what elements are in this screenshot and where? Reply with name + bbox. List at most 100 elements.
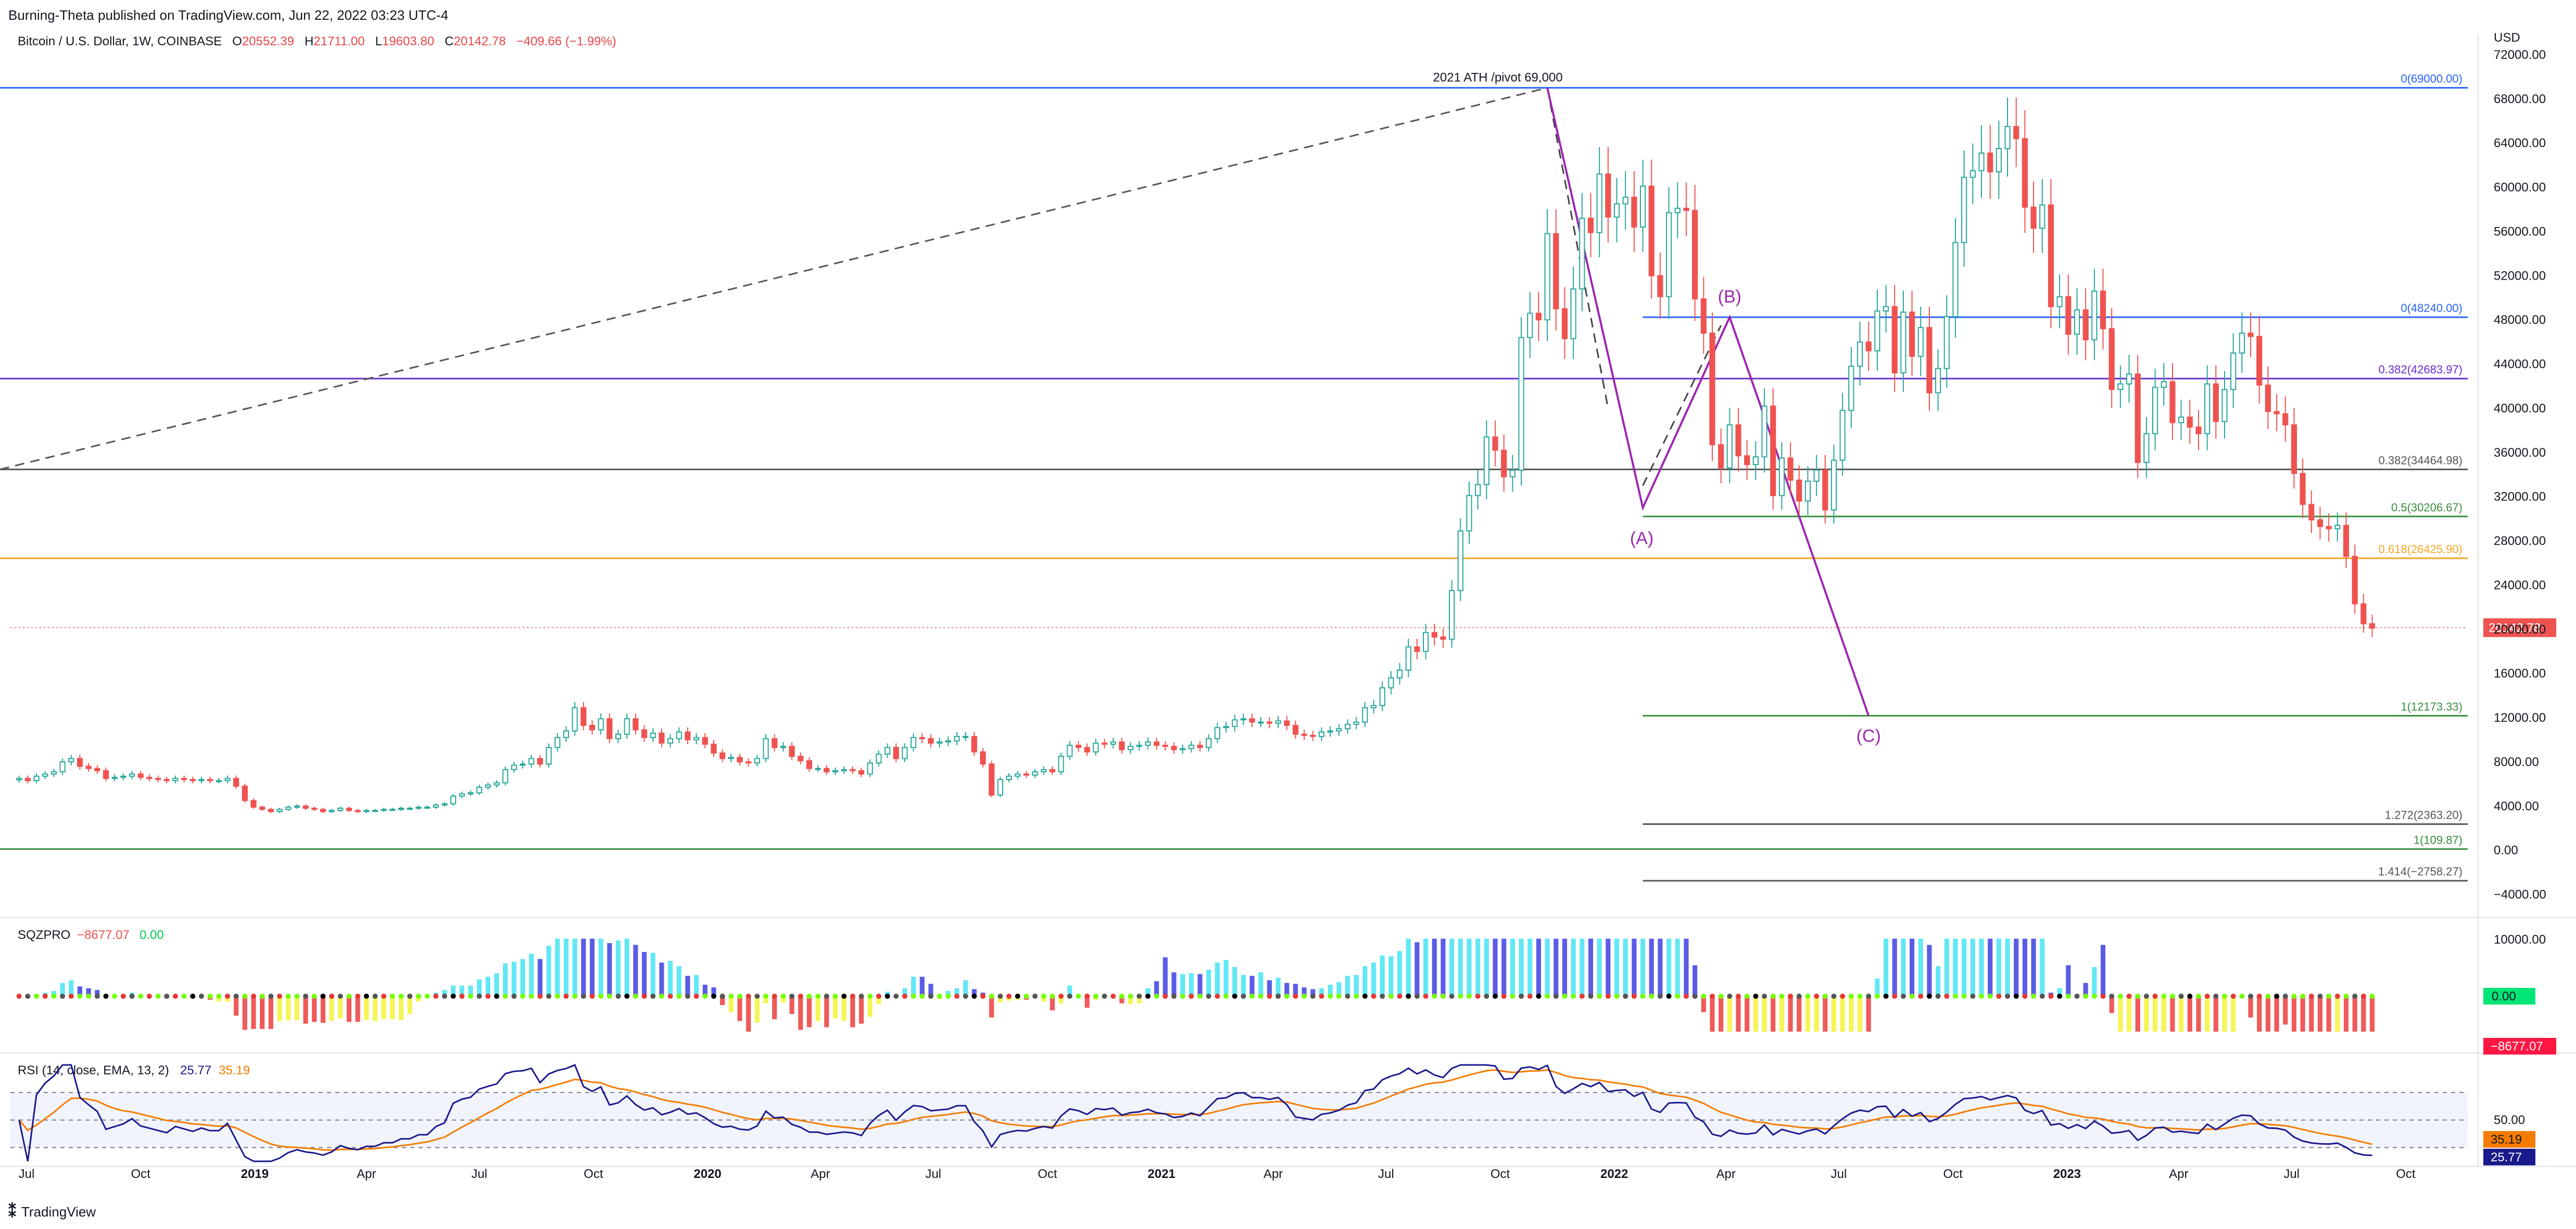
candle-body xyxy=(1162,745,1168,747)
candle-body xyxy=(1153,741,1160,746)
candle-body xyxy=(1796,479,1802,502)
sqz-dot xyxy=(1527,994,1533,999)
candle-body xyxy=(1692,210,1698,299)
sqz-bar xyxy=(1909,938,1915,996)
sqz-dot xyxy=(1614,994,1620,999)
candle-body xyxy=(997,779,1003,796)
sqz-bar xyxy=(1336,982,1342,996)
sqz-dot xyxy=(1076,994,1081,999)
sqz-dot xyxy=(1310,994,1316,999)
sqz-bar xyxy=(2066,965,2071,996)
fib-label: 0.382(42683.97) xyxy=(2379,363,2463,376)
candle-body xyxy=(233,777,239,787)
sqz-dot xyxy=(633,994,638,999)
sqz-dot xyxy=(120,994,126,999)
sqz-bar xyxy=(1623,938,1628,996)
sqz-dot xyxy=(1840,994,1846,999)
candle-body xyxy=(1223,726,1229,729)
pivot-dashed-line xyxy=(1546,87,1609,409)
time-axis[interactable]: Jul Oct 2019 Apr Jul Oct 2020 Apr Jul Oct 2021 Apr J… xyxy=(19,1167,2416,1181)
squeeze-histogram: SQZPRO −8677.07 0.00 10000.00 0.00 −8677.07 xyxy=(16,928,2556,1055)
candle-body xyxy=(1926,327,1933,394)
sqz-bar xyxy=(364,996,369,1020)
candle-body xyxy=(1180,748,1186,750)
sqz-bar xyxy=(312,996,317,1022)
sqz-dot xyxy=(2100,994,2106,999)
candle-body xyxy=(33,775,40,782)
sqz-bar xyxy=(1962,938,1967,996)
price-tick-label: 8000.00 xyxy=(2494,755,2539,769)
candle-body xyxy=(1483,436,1489,485)
sqz-bar xyxy=(1658,938,1663,996)
sqz-dot xyxy=(415,994,421,999)
sqz-dot xyxy=(1006,994,1012,999)
sqz-bar xyxy=(2022,938,2027,996)
sqz-dot xyxy=(68,994,74,999)
close-label: C xyxy=(445,34,454,48)
candle-body xyxy=(207,779,213,782)
candle-body xyxy=(2352,556,2358,605)
candle-body xyxy=(1509,469,1516,478)
candle-body xyxy=(1822,469,1828,511)
sqz-dot xyxy=(919,994,925,999)
sqz-bar xyxy=(911,976,916,996)
sqz-dot xyxy=(1015,994,1020,999)
candle-body xyxy=(1466,495,1472,532)
sqz-bar xyxy=(1649,938,1654,996)
sqz-zero-badge xyxy=(2483,988,2535,1005)
candle-body xyxy=(902,747,908,759)
sqz-dot xyxy=(1788,994,1794,999)
candle-body xyxy=(876,754,882,764)
sqz-bar xyxy=(1554,938,1559,996)
price-axis[interactable]: USD 72000.00 68000.00 64000.00 60000.00 56000… xyxy=(2494,31,2546,902)
sqz-bar xyxy=(772,996,777,1020)
sqz-bar xyxy=(468,985,473,996)
close-value: 20142.78 xyxy=(453,34,506,48)
sqz-bar xyxy=(1996,938,2001,996)
candle-body xyxy=(2039,204,2045,229)
sqz-dot xyxy=(1328,994,1333,999)
candle-body xyxy=(659,732,665,744)
candle-body xyxy=(528,758,535,765)
sqz-bar xyxy=(2300,996,2305,1032)
candle-body xyxy=(1830,459,1837,511)
time-tick-label: Apr xyxy=(1716,1167,1736,1181)
sqz-dot xyxy=(1744,994,1750,999)
sqz-bar xyxy=(1171,972,1177,996)
candle-body xyxy=(2247,332,2254,337)
candle-body xyxy=(2230,352,2237,390)
sqz-zero-label: 0.00 xyxy=(2492,989,2516,1004)
sqz-bar xyxy=(1189,973,1194,996)
candle-body xyxy=(476,786,483,794)
candle-body xyxy=(1865,341,1872,352)
candle-body xyxy=(129,773,135,777)
candle-body xyxy=(1857,341,1863,367)
sqz-dot xyxy=(1458,994,1463,999)
sqz-bar xyxy=(2309,996,2314,1032)
price-tick-label: 68000.00 xyxy=(2494,92,2546,106)
rsi-value-badge xyxy=(2483,1148,2535,1165)
time-tick-label: Jul xyxy=(1378,1167,1394,1181)
candle-body xyxy=(1978,152,1985,171)
sqz-bar xyxy=(2170,996,2175,1032)
sqz-dot xyxy=(1024,994,1029,999)
sqz-bar xyxy=(485,976,490,996)
price-tick-label: 36000.00 xyxy=(2494,446,2546,460)
sqz-dot xyxy=(1397,994,1403,999)
sqz-bar xyxy=(1397,951,1403,996)
change-value: −409.66 (−1.99%) xyxy=(516,34,616,48)
sqz-bar xyxy=(997,996,1003,1002)
candle-body xyxy=(954,736,960,742)
candle-body xyxy=(815,768,821,770)
sqz-bar xyxy=(1883,938,1889,996)
candle-body xyxy=(1093,742,1099,753)
sqz-dot xyxy=(459,994,465,999)
candle-body xyxy=(2152,386,2158,434)
sqz-dot xyxy=(1206,994,1211,999)
sqz-dot xyxy=(1475,994,1481,999)
sqz-bar xyxy=(1050,996,1055,1011)
sqz-dot xyxy=(138,994,144,999)
wave-c-label: (C) xyxy=(1857,726,1881,746)
sqz-bar xyxy=(1041,996,1046,1002)
